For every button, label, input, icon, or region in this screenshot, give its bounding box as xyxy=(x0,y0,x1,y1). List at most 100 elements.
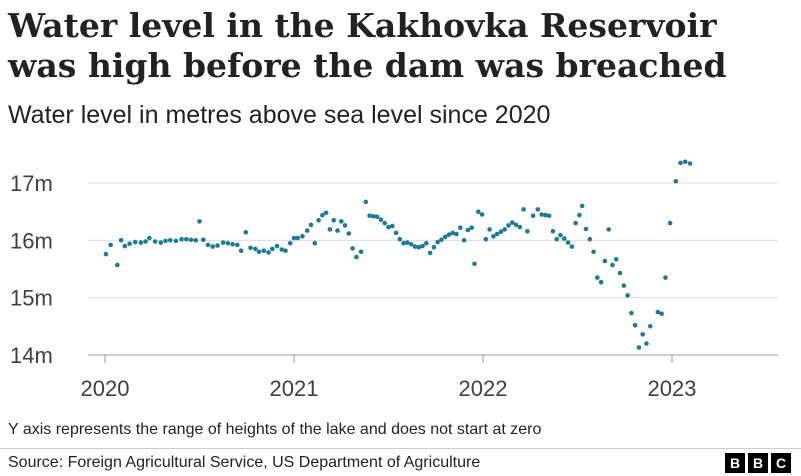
data-point-129 xyxy=(632,322,638,328)
data-point-124 xyxy=(613,257,619,262)
data-point-96 xyxy=(506,223,511,228)
data-point-73 xyxy=(420,243,425,249)
grid-layer: 17m 16m 15m 14m xyxy=(10,171,778,368)
data-point-87 xyxy=(472,261,477,267)
data-point-113 xyxy=(573,220,578,226)
data-point-68 xyxy=(401,240,406,246)
data-point-118 xyxy=(591,249,596,255)
data-point-79 xyxy=(442,234,448,240)
data-point-75 xyxy=(427,250,433,256)
divider xyxy=(0,448,801,449)
data-point-117 xyxy=(587,236,593,242)
bbc-logo-letter-3: C xyxy=(771,453,791,473)
data-point-78 xyxy=(439,237,444,243)
data-point-128 xyxy=(629,310,634,316)
data-point-107 xyxy=(550,228,556,234)
data-point-26 xyxy=(230,242,235,247)
data-point-133 xyxy=(648,324,653,329)
data-point-132 xyxy=(644,341,649,346)
data-point-122 xyxy=(606,227,611,232)
data-point-127 xyxy=(625,293,630,298)
data-point-74 xyxy=(424,240,429,246)
data-point-20 xyxy=(201,237,206,243)
data-point-103 xyxy=(535,207,541,212)
data-point-130 xyxy=(636,345,642,350)
data-point-59 xyxy=(367,213,372,218)
data-point-41 xyxy=(295,235,301,241)
data-point-125 xyxy=(617,270,623,276)
data-point-37 xyxy=(279,247,285,252)
data-point-80 xyxy=(446,232,452,237)
data-point-71 xyxy=(412,244,418,249)
data-point-43 xyxy=(304,228,310,233)
data-point-64 xyxy=(386,224,391,230)
data-point-89 xyxy=(479,212,485,217)
data-point-101 xyxy=(525,228,530,234)
data-point-5 xyxy=(127,241,132,247)
data-point-38 xyxy=(283,248,288,253)
data-point-109 xyxy=(558,232,563,238)
x-tick-label-2021: 2021 xyxy=(270,376,319,401)
data-point-2 xyxy=(115,262,120,268)
data-point-44 xyxy=(308,222,314,228)
data-point-61 xyxy=(374,214,380,220)
data-point-55 xyxy=(350,246,355,251)
data-point-34 xyxy=(266,250,271,255)
data-point-39 xyxy=(287,240,293,246)
data-point-119 xyxy=(595,275,600,280)
data-point-90 xyxy=(483,236,489,242)
data-point-67 xyxy=(397,236,403,242)
data-point-53 xyxy=(342,223,348,228)
data-point-0 xyxy=(103,251,109,257)
data-point-7 xyxy=(138,240,144,245)
data-point-46 xyxy=(316,218,321,223)
data-point-6 xyxy=(132,239,138,245)
data-point-32 xyxy=(256,249,262,255)
chart-title: Water level in the Kakhovka Reservoir wa… xyxy=(8,6,727,85)
data-point-54 xyxy=(346,231,352,236)
chart-subtitle: Water level in metres above sea level si… xyxy=(8,101,551,129)
data-point-22 xyxy=(210,244,215,249)
data-point-139 xyxy=(678,160,683,166)
y-tick-label-17m: 17m xyxy=(10,171,53,196)
data-point-11 xyxy=(158,240,164,245)
y-tick-label-14m: 14m xyxy=(10,343,53,368)
data-point-10 xyxy=(152,239,158,244)
data-point-141 xyxy=(687,161,693,166)
data-point-36 xyxy=(274,243,280,249)
data-point-51 xyxy=(335,228,340,233)
data-point-65 xyxy=(390,223,395,229)
data-point-30 xyxy=(248,245,253,251)
data-point-76 xyxy=(431,244,437,250)
data-point-86 xyxy=(469,225,475,230)
data-point-28 xyxy=(238,248,244,253)
data-point-82 xyxy=(454,231,459,237)
data-point-23 xyxy=(215,243,220,248)
data-point-95 xyxy=(502,227,508,232)
data-point-106 xyxy=(546,213,552,218)
scatter-chart: 17m 16m 15m 14m 2020 2021 2022 2023 xyxy=(10,159,778,401)
data-point-138 xyxy=(673,179,679,184)
data-point-58 xyxy=(363,199,369,205)
y-tick-label-15m: 15m xyxy=(10,286,53,311)
data-point-114 xyxy=(577,212,582,218)
data-point-42 xyxy=(300,234,305,239)
data-point-8 xyxy=(143,239,148,244)
data-point-116 xyxy=(583,226,589,232)
data-point-111 xyxy=(565,240,571,245)
data-point-14 xyxy=(173,238,179,244)
data-point-63 xyxy=(382,220,388,226)
data-point-72 xyxy=(416,244,422,250)
data-point-16 xyxy=(184,236,189,242)
data-point-3 xyxy=(118,238,124,243)
data-point-62 xyxy=(378,217,384,222)
data-point-94 xyxy=(498,229,504,234)
data-point-45 xyxy=(312,240,318,246)
data-point-104 xyxy=(539,212,544,217)
data-point-13 xyxy=(167,238,173,243)
data-point-81 xyxy=(450,230,456,236)
data-point-17 xyxy=(188,237,194,243)
data-point-25 xyxy=(225,240,231,246)
data-point-70 xyxy=(408,242,414,247)
data-point-136 xyxy=(663,275,668,280)
